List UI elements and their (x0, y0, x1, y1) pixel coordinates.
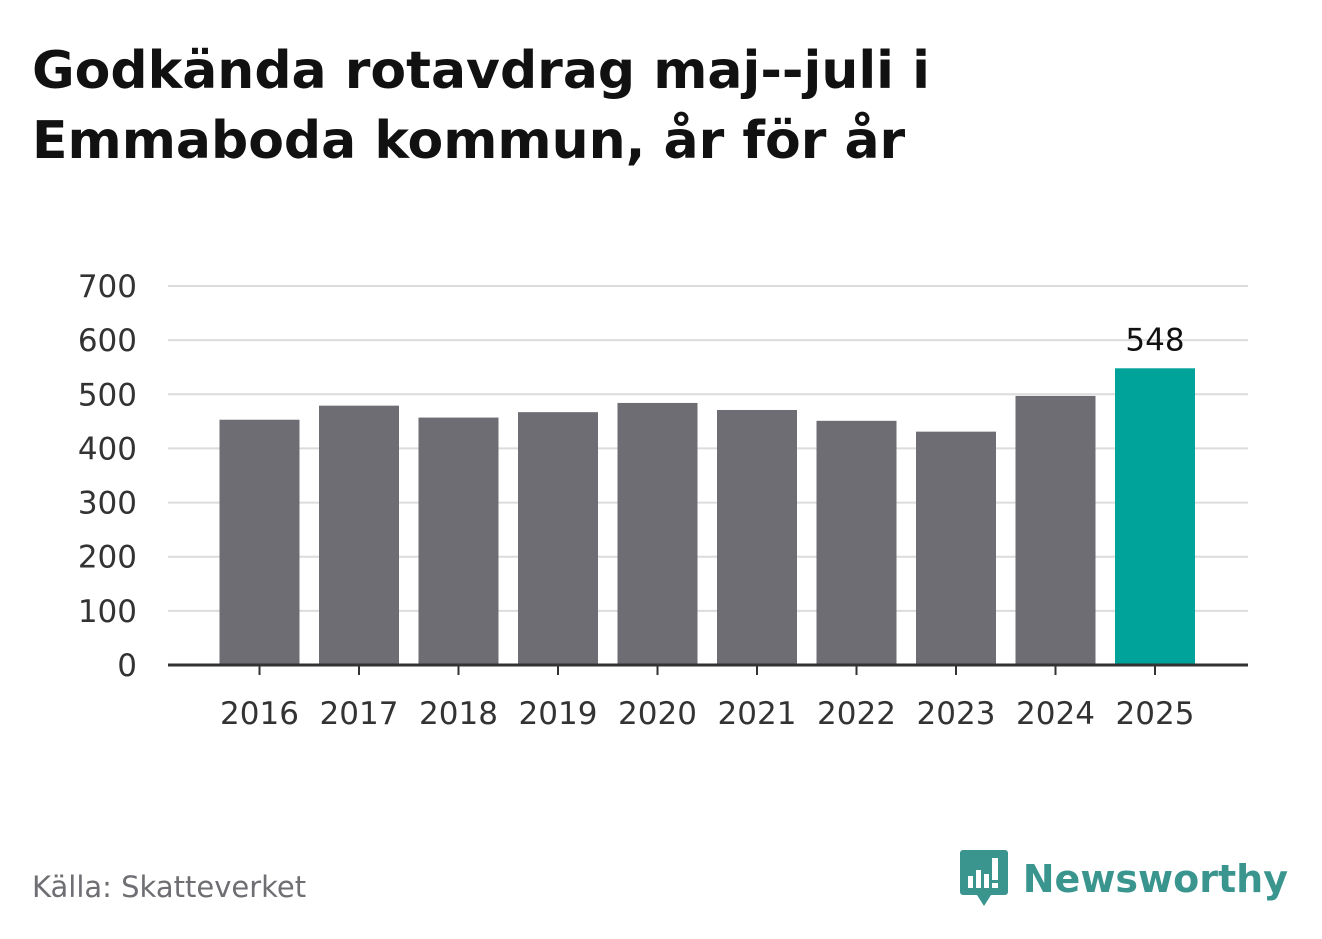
y-tick-label: 500 (78, 377, 137, 413)
bar-2020 (617, 402, 698, 665)
bar-2025 (1115, 368, 1195, 665)
bars (219, 368, 1195, 665)
x-tick-label: 2022 (817, 696, 896, 732)
x-axis: 2016 2017 2018 2019 2020 2021 2022 2023 2024 2025 (168, 663, 1248, 732)
y-tick-label: 200 (78, 540, 137, 576)
x-tick-label: 2025 (1116, 696, 1195, 732)
x-tick-label: 2021 (718, 696, 797, 732)
x-tick-label: 2023 (917, 696, 996, 732)
bar-2021 (717, 409, 797, 665)
y-tick-label: 100 (78, 594, 137, 630)
bar-2018 (418, 417, 499, 665)
data-label: 548 (1125, 322, 1184, 358)
bar-2019 (518, 412, 598, 665)
y-tick-label: 0 (117, 648, 137, 684)
y-tick-label: 700 (78, 269, 137, 305)
y-tick-label: 300 (78, 486, 137, 522)
x-tick-label: 2020 (618, 696, 697, 732)
bar-2024 (1015, 395, 1096, 665)
newsworthy-logo-icon (959, 850, 1008, 906)
x-tick-label: 2019 (519, 696, 598, 732)
chart-title: Godkända rotavdrag maj--juli i Emmaboda … (32, 41, 930, 171)
y-tick-label: 600 (78, 323, 137, 359)
x-tick-label: 2017 (320, 696, 399, 732)
bar-2022 (816, 420, 897, 665)
data-labels: 548 (1125, 322, 1184, 358)
x-tick-label: 2024 (1016, 696, 1095, 732)
brand-name: Newsworthy (1022, 857, 1288, 901)
bar-2017 (319, 405, 399, 665)
bar-2023 (916, 431, 996, 665)
x-tick-label: 2018 (419, 696, 498, 732)
source-note: Källa: Skatteverket (32, 870, 307, 904)
bar-2016 (219, 419, 300, 665)
y-tick-label: 400 (78, 431, 137, 467)
brand-logo[interactable]: Newsworthy (959, 848, 1288, 910)
y-axis-ticks: 0 100 200 300 400 500 600 700 (78, 269, 137, 684)
x-tick-label: 2016 (220, 696, 299, 732)
